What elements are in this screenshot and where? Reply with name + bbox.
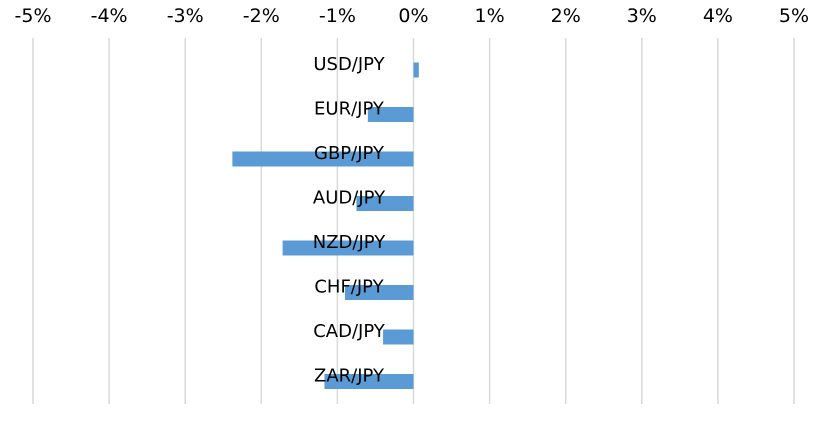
gridlines bbox=[32, 38, 795, 404]
x-tick-label: -2% bbox=[243, 5, 280, 27]
category-label: NZD/JPY bbox=[313, 232, 386, 253]
x-tick-label: -3% bbox=[167, 5, 204, 27]
x-axis-tick-labels: -5% -4% -3% -2% -1% 0% 1% 2% 3% 4% 5% bbox=[15, 5, 810, 27]
bar bbox=[324, 374, 414, 389]
category-label: USD/JPY bbox=[313, 54, 385, 75]
category-labels: USD/JPY EUR/JPY GBP/JPY AUD/JPY NZD/JPY CHF/J… bbox=[313, 54, 386, 387]
bar bbox=[383, 329, 414, 345]
x-tick-label: -5% bbox=[15, 5, 52, 27]
x-tick-label: 1% bbox=[475, 5, 505, 27]
category-label: GBP/JPY bbox=[314, 143, 385, 164]
category-label: ZAR/JPY bbox=[314, 366, 385, 387]
bar bbox=[282, 240, 414, 256]
bars bbox=[232, 62, 419, 389]
bar bbox=[367, 107, 414, 122]
bar bbox=[356, 196, 414, 211]
category-label: CHF/JPY bbox=[314, 277, 384, 298]
bar bbox=[232, 151, 414, 167]
x-tick-label: -4% bbox=[91, 5, 128, 27]
x-tick-label: 2% bbox=[551, 5, 581, 27]
category-label: CAD/JPY bbox=[313, 321, 386, 342]
x-tick-label: 5% bbox=[779, 5, 809, 27]
bar bbox=[413, 62, 419, 78]
category-label: EUR/JPY bbox=[314, 99, 385, 120]
x-tick-label: -1% bbox=[319, 5, 356, 27]
category-label: AUD/JPY bbox=[313, 188, 386, 209]
x-tick-label: 4% bbox=[703, 5, 733, 27]
x-tick-label: 0% bbox=[398, 5, 428, 27]
bar bbox=[345, 285, 414, 300]
x-tick-label: 3% bbox=[627, 5, 657, 27]
